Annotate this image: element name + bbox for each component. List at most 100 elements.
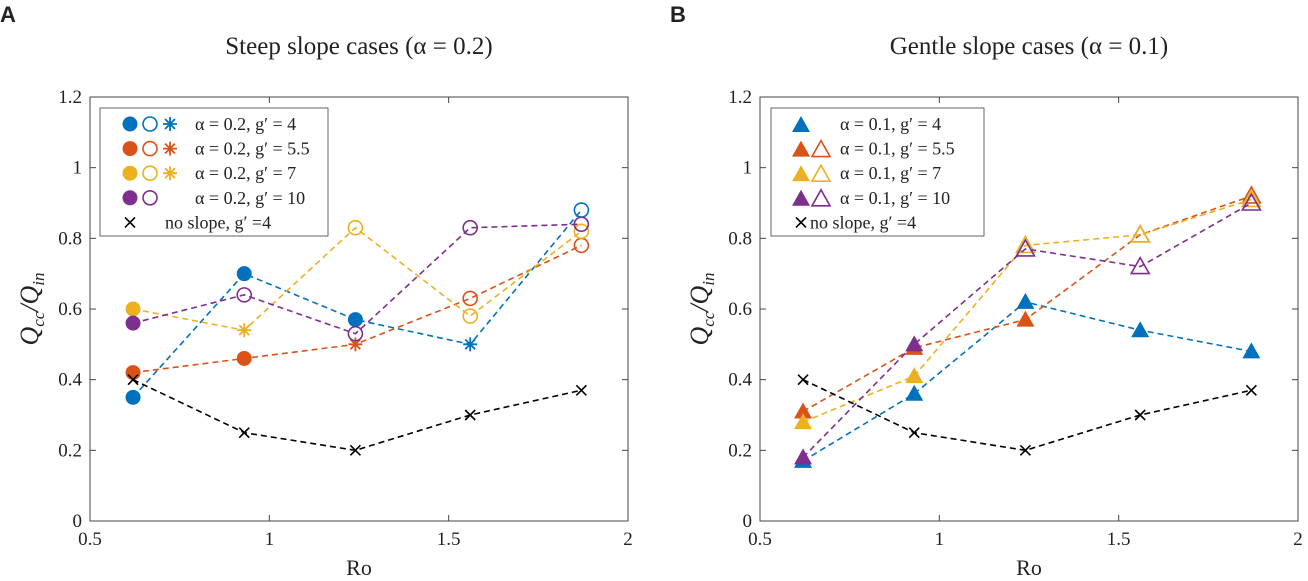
legend-marker — [792, 165, 810, 182]
legend-label: α = 0.1, g′ = 5.5 — [840, 139, 955, 159]
data-point — [573, 223, 590, 240]
y-label-part: /Q — [685, 285, 714, 313]
legend-label: α = 0.2, g′ = 5.5 — [195, 139, 310, 159]
legend-marker — [792, 116, 810, 132]
legend-marker — [163, 117, 177, 131]
panel-label: A — [0, 2, 16, 27]
data-point — [347, 219, 364, 236]
series-1 — [125, 237, 590, 381]
data-point — [462, 219, 478, 236]
data-point — [463, 337, 478, 352]
data-point — [1015, 234, 1036, 254]
x-tick-label: 1 — [935, 529, 945, 550]
y-label-part: Q — [685, 327, 714, 346]
legend: α = 0.1, g′ = 4 α = 0.1, g′ = 5.5 α = 0.1,… — [770, 107, 985, 237]
y-tick-label: 0.2 — [58, 440, 82, 461]
data-point — [347, 325, 364, 342]
legend-marker — [792, 189, 810, 206]
series-line — [132, 223, 582, 335]
y-tick-label: 0.4 — [58, 370, 82, 391]
data-point — [1131, 321, 1150, 338]
x-tick-label: 0.5 — [78, 529, 102, 550]
data-point — [575, 384, 587, 396]
y-tick-label: 0 — [743, 511, 753, 532]
data-point — [1015, 238, 1036, 257]
y-label-part: /Q — [15, 285, 44, 313]
data-point — [573, 202, 590, 218]
data-point — [573, 216, 590, 232]
data-point — [1129, 224, 1151, 243]
legend: α = 0.2, g′ = 4 α = 0.2, g′ = 5.5 α = 0.2,… — [99, 107, 329, 237]
legend-marker — [142, 140, 158, 157]
legend-marker — [122, 116, 138, 132]
chart-title: Gentle slope cases (α = 0.1) — [890, 33, 1169, 60]
panel-b: B Gentle slope cases (α = 0.1) 0.5 1 1.5 2 0 0.… — [670, 2, 1303, 580]
data-point — [347, 312, 363, 328]
y-label-part: in — [29, 272, 48, 285]
legend-box — [99, 107, 329, 237]
series-4 — [127, 374, 587, 456]
legend-marker — [124, 216, 136, 228]
x-tick-label: 0.5 — [748, 529, 772, 550]
legend-marker — [122, 141, 138, 157]
series-4 — [797, 374, 1257, 456]
data-point — [236, 266, 252, 282]
panel-a: A Steep slope cases (α = 0.2) 0.5 1 1.5 2 0 0.2… — [0, 2, 633, 580]
data-point — [236, 287, 253, 303]
data-point — [905, 335, 924, 352]
data-point — [1019, 444, 1031, 456]
data-point — [349, 444, 361, 456]
y-tick-label: 1.2 — [58, 87, 82, 108]
data-point — [1242, 342, 1261, 359]
data-point — [794, 448, 813, 465]
data-point — [125, 301, 141, 317]
legend-marker — [142, 116, 158, 132]
series-3 — [794, 192, 1262, 465]
x-tick-label: 1.5 — [437, 529, 461, 550]
legend-label: α = 0.2, g′ = 7 — [195, 163, 296, 183]
data-point — [905, 367, 924, 384]
data-point — [797, 374, 809, 386]
data-point — [125, 365, 141, 381]
data-point — [794, 413, 813, 430]
series-2 — [794, 188, 1262, 430]
series-line — [132, 209, 582, 398]
y-label-part: cc — [699, 311, 718, 327]
series-line — [132, 378, 582, 452]
data-point — [462, 290, 478, 307]
y-tick-label: 0.2 — [728, 440, 752, 461]
y-tick-label: 1 — [743, 158, 753, 179]
data-point — [1016, 292, 1035, 309]
legend-label: α = 0.2, g′ = 10 — [195, 188, 305, 208]
series-line — [132, 244, 582, 374]
data-point — [1241, 185, 1262, 204]
y-label-part: Q — [15, 327, 44, 346]
x-tick-label: 2 — [1293, 529, 1303, 550]
x-tick-label: 2 — [623, 529, 633, 550]
data-point — [125, 315, 141, 331]
series-line — [802, 202, 1252, 458]
legend-marker — [163, 141, 177, 156]
y-axis-label-rendered: Qcc/Qin — [15, 272, 48, 345]
legend-label: no slope, g′ =4 — [810, 212, 916, 232]
data-point — [1134, 409, 1146, 421]
data-point — [1241, 192, 1262, 211]
legend-marker — [122, 165, 138, 181]
legend-marker — [810, 163, 832, 182]
series-line — [802, 198, 1252, 423]
data-point — [1016, 310, 1035, 327]
y-label-part: in — [699, 272, 718, 285]
data-point — [348, 337, 363, 352]
y-axis-label-rendered: Qcc/Qin — [685, 272, 718, 345]
x-tick-label: 1 — [265, 529, 275, 550]
y-tick-label: 0.6 — [728, 299, 752, 320]
data-point — [464, 409, 476, 421]
data-point — [125, 389, 141, 405]
series-0 — [125, 202, 590, 405]
legend-marker — [122, 190, 138, 206]
legend-label: α = 0.2, g′ = 4 — [195, 114, 296, 134]
y-tick-label: 0 — [73, 511, 83, 532]
legend-marker — [810, 188, 832, 207]
chart-title: Steep slope cases (α = 0.2) — [225, 33, 492, 60]
